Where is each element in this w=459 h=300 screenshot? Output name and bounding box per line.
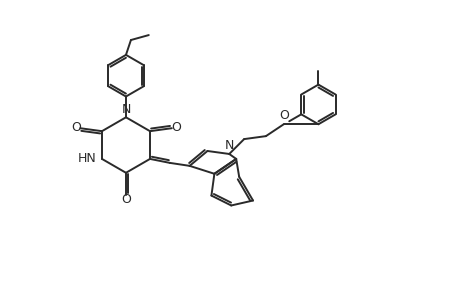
Text: N: N <box>121 103 130 116</box>
Text: O: O <box>171 121 181 134</box>
Text: N: N <box>224 139 234 152</box>
Text: O: O <box>279 109 289 122</box>
Text: HN: HN <box>78 152 96 165</box>
Text: O: O <box>121 193 131 206</box>
Text: O: O <box>71 121 80 134</box>
